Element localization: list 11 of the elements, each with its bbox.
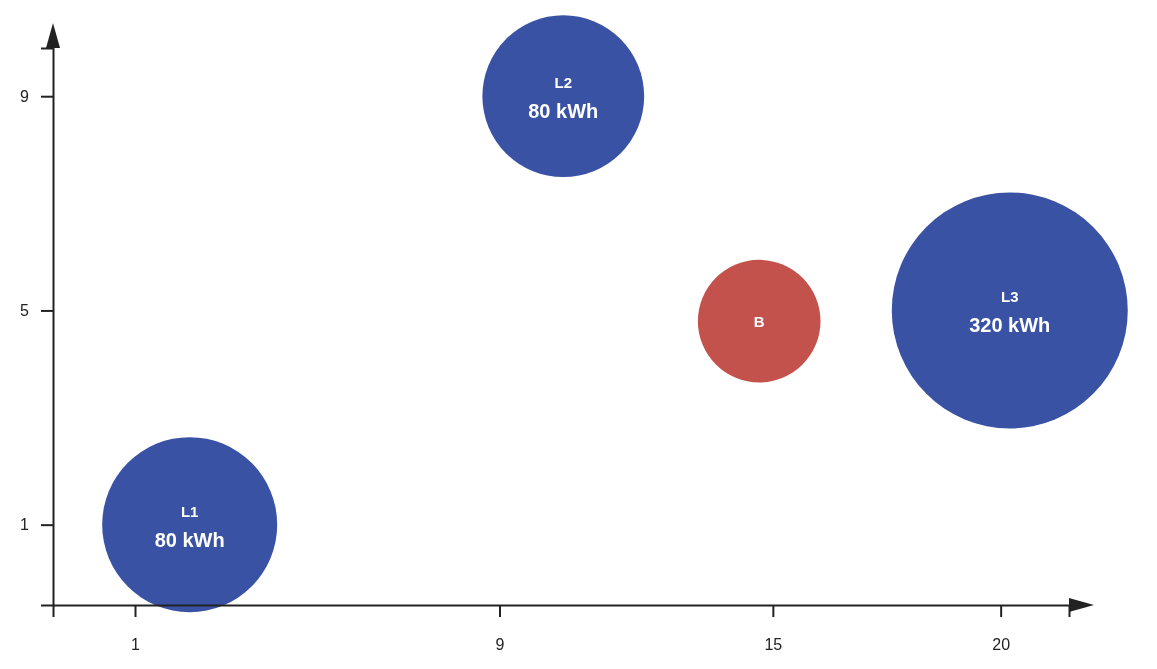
x-tick-label: 20 bbox=[992, 636, 1011, 654]
x-tick-label: 1 bbox=[131, 636, 141, 654]
x-tick-label: 9 bbox=[495, 636, 505, 654]
y-tick-label: 5 bbox=[20, 302, 30, 320]
y-tick-label: 9 bbox=[20, 87, 30, 105]
annotation: L2 80 kWh bbox=[528, 74, 599, 123]
annotation: L1 80 kWh bbox=[154, 502, 225, 551]
annotation: B bbox=[753, 313, 765, 331]
annotation: L3 320 kWh bbox=[969, 288, 1051, 337]
y-tick-label: 1 bbox=[20, 516, 30, 534]
x-tick-label: 15 bbox=[764, 636, 783, 654]
